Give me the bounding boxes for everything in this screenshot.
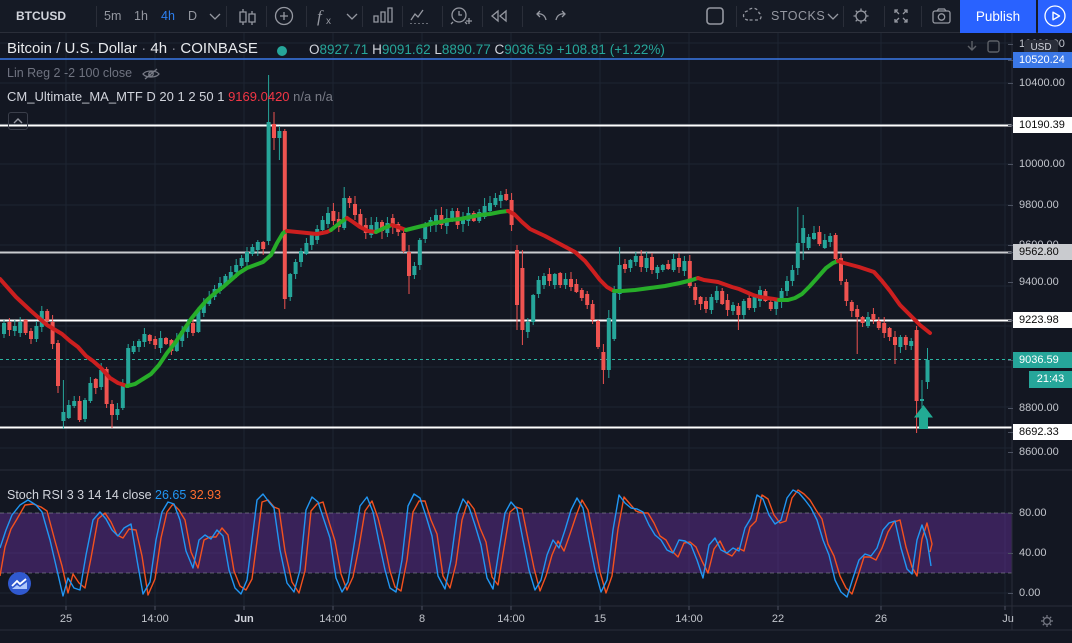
- svg-text:f: f: [317, 7, 324, 26]
- svg-text:x: x: [326, 16, 331, 27]
